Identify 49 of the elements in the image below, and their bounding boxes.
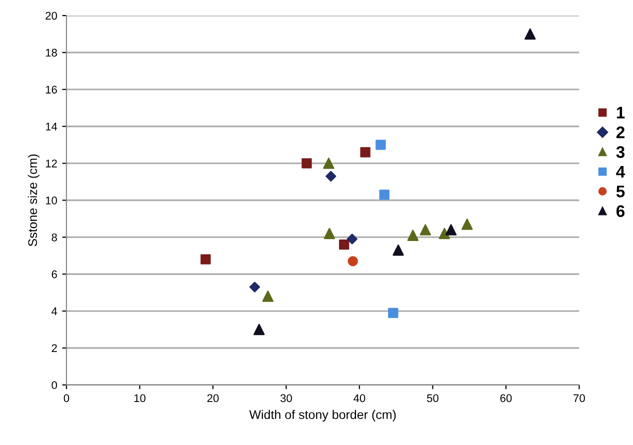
y-tick-label: 18 bbox=[46, 48, 57, 57]
x-tick-label: 30 bbox=[280, 394, 292, 402]
point bbox=[438, 228, 450, 240]
legend-label: 5 bbox=[616, 186, 625, 198]
x-tick-label: 20 bbox=[207, 394, 219, 402]
point bbox=[254, 324, 265, 336]
point bbox=[262, 290, 274, 302]
legend-label: 6 bbox=[616, 205, 625, 218]
x-tick-label: 50 bbox=[426, 394, 438, 402]
point bbox=[407, 230, 419, 241]
x-tick-label: 40 bbox=[354, 394, 366, 402]
y-tick-label: 4 bbox=[52, 307, 58, 316]
point bbox=[324, 228, 336, 240]
y-axis-title: Sstone size (cm) bbox=[28, 154, 40, 246]
point bbox=[326, 170, 336, 182]
y-tick-label: 16 bbox=[46, 86, 57, 94]
point bbox=[379, 190, 390, 200]
legend-label: 3 bbox=[616, 146, 625, 158]
x-tick-label: 10 bbox=[134, 394, 146, 402]
y-tick-label: 20 bbox=[46, 12, 58, 20]
point bbox=[445, 224, 457, 236]
point bbox=[348, 256, 358, 266]
point bbox=[388, 308, 398, 318]
point bbox=[360, 147, 370, 158]
point bbox=[249, 282, 260, 292]
y-tick-label: 2 bbox=[52, 344, 57, 352]
x-tick-label: 0 bbox=[64, 394, 70, 402]
point bbox=[392, 244, 404, 256]
point bbox=[462, 218, 473, 230]
point bbox=[420, 224, 431, 236]
point bbox=[524, 28, 536, 40]
point bbox=[338, 239, 350, 250]
y-tick-label: 0 bbox=[52, 381, 58, 390]
legend-label: 4 bbox=[616, 166, 626, 178]
point bbox=[346, 234, 358, 244]
y-tick-label: 10 bbox=[46, 196, 58, 204]
y-tick-label: 6 bbox=[52, 270, 57, 278]
legend-label: 2 bbox=[616, 126, 624, 138]
x-tick-label: 70 bbox=[574, 394, 585, 402]
point bbox=[323, 158, 334, 169]
legend-label: 1 bbox=[616, 106, 625, 118]
y-tick-label: 8 bbox=[52, 233, 57, 242]
y-tick-label: 12 bbox=[46, 160, 57, 168]
point bbox=[200, 254, 211, 264]
y-tick-label: 14 bbox=[46, 122, 58, 130]
point bbox=[302, 158, 312, 168]
x-tick-label: 60 bbox=[500, 394, 512, 402]
x-axis-title: Width of stony border (cm) bbox=[249, 410, 396, 422]
point bbox=[376, 140, 386, 150]
